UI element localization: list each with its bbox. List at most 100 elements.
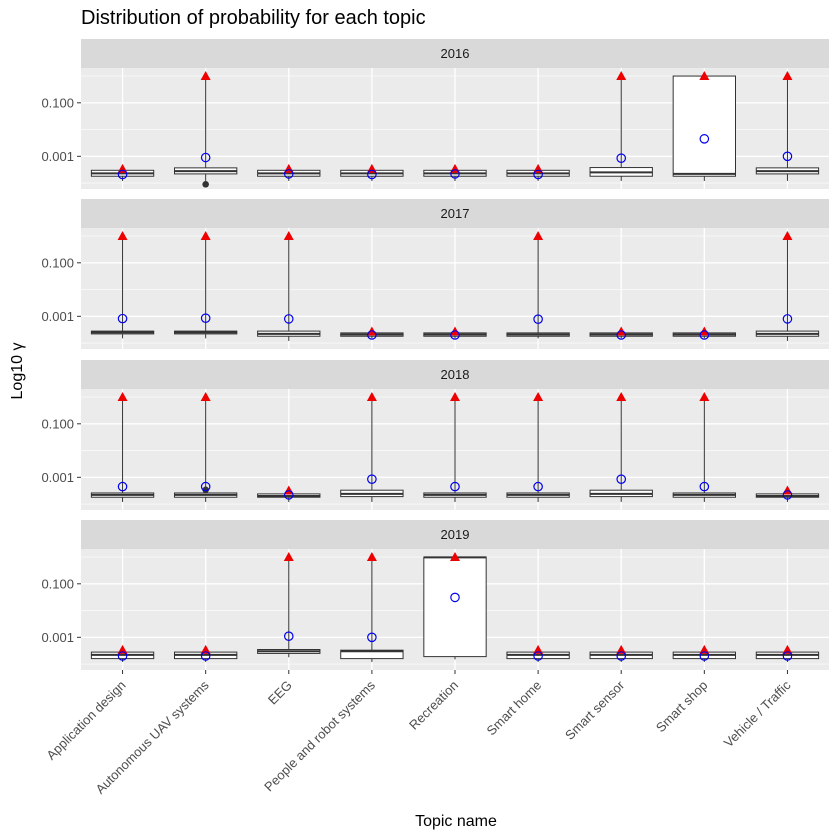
box-eeg: [257, 552, 321, 658]
mean-marker: [699, 481, 710, 492]
mean-marker: [367, 474, 377, 485]
mean-marker: [782, 314, 793, 324]
facet-2016: 2016 0.100 0.001: [41, 39, 829, 189]
mean-marker: [616, 651, 627, 661]
box-autonomous-uav-systems: [174, 392, 238, 502]
max-marker: [200, 231, 211, 241]
max-marker: [200, 392, 211, 402]
box-smart-home: [506, 392, 570, 502]
mean-marker: [533, 314, 543, 324]
outlier-point: [202, 486, 209, 494]
facet-strip: [81, 199, 829, 228]
max-marker: [200, 71, 211, 81]
max-marker: [699, 71, 710, 81]
y-tick-label: 0.100: [41, 255, 74, 270]
mean-marker: [616, 330, 627, 340]
facet-strip: [81, 39, 829, 68]
box-smart-home: [506, 231, 570, 339]
box-recreation: [423, 392, 487, 502]
y-tick-label: 0.100: [41, 95, 74, 110]
max-marker: [699, 392, 710, 402]
y-tick-label: 0.100: [41, 416, 74, 431]
max-marker: [283, 552, 294, 562]
box-smart-shop: [672, 326, 737, 340]
box-recreation: [423, 326, 487, 340]
facet-strip-label: 2017: [441, 206, 470, 221]
x-tick-label: Application design: [43, 678, 128, 763]
box-smart-sensor: [589, 326, 653, 340]
max-marker: [782, 644, 793, 654]
x-tick-label: Recreation: [406, 678, 461, 733]
mean-marker: [200, 313, 211, 324]
box-autonomous-uav-systems: [174, 644, 238, 662]
x-axis-title: Topic name: [415, 813, 497, 830]
max-marker: [117, 392, 128, 402]
mean-marker: [283, 314, 294, 324]
x-tick-label: Smart shop: [653, 678, 711, 736]
box-people-and-robot-systems: [340, 163, 404, 181]
mean-marker: [200, 481, 211, 492]
box-smart-shop: [672, 644, 737, 662]
x-tick-label: EEG: [265, 678, 295, 708]
mean-marker: [200, 152, 211, 163]
mean-marker: [782, 651, 793, 661]
max-marker: [117, 644, 128, 654]
y-tick-label: 0.100: [41, 576, 74, 591]
max-marker: [699, 644, 710, 654]
outlier-point: [202, 180, 209, 188]
mean-marker: [200, 651, 211, 661]
max-marker: [782, 485, 793, 495]
box-application-design: [90, 231, 155, 339]
mean-marker: [450, 481, 460, 492]
box-iqr: [423, 556, 487, 658]
max-marker: [283, 231, 294, 241]
mean-marker: [699, 330, 710, 340]
facet-strip-label: 2016: [441, 46, 470, 61]
mean-marker: [367, 169, 377, 180]
max-marker: [533, 231, 544, 241]
box-application-design: [90, 392, 155, 502]
box-smart-shop: [672, 71, 737, 181]
facet-panels: 2016 0.100 0.001 2017 0.100 0.001 2018 0.100 0.0…: [41, 39, 829, 670]
box-people-and-robot-systems: [340, 552, 404, 662]
box-application-design: [90, 163, 155, 181]
mean-marker: [533, 651, 543, 661]
mean-marker: [367, 632, 377, 643]
mean-marker: [450, 169, 460, 179]
mean-marker: [283, 169, 294, 179]
box-vehicle-traffic: [755, 71, 820, 181]
x-tick-label: Smart sensor: [562, 677, 628, 743]
facet-2018: 2018 0.100 0.001: [41, 360, 829, 510]
mean-marker: [782, 490, 793, 500]
max-marker: [366, 552, 377, 562]
box-eeg: [257, 231, 321, 341]
x-tick-label: Vehicle / Traffic: [721, 677, 794, 750]
mean-marker: [117, 169, 128, 180]
box-smart-home: [506, 644, 570, 662]
y-axis-title: Log10 γ: [9, 343, 26, 400]
mean-marker: [782, 151, 793, 162]
facet-strip: [81, 360, 829, 389]
max-marker: [533, 644, 544, 654]
max-marker: [117, 231, 128, 241]
mean-marker: [367, 330, 377, 340]
mean-marker: [117, 651, 128, 661]
facet-2017: 2017 0.100 0.001: [41, 199, 829, 349]
y-tick-label: 0.001: [41, 470, 74, 485]
facet-2019: 2019 0.100 0.001: [41, 520, 829, 670]
x-tick-label: Smart home: [484, 678, 545, 739]
max-marker: [616, 71, 627, 81]
box-smart-home: [506, 163, 570, 181]
box-people-and-robot-systems: [340, 326, 404, 340]
box-recreation: [423, 163, 487, 181]
max-marker: [450, 392, 460, 402]
mean-marker: [699, 134, 710, 144]
facet-strip-label: 2018: [441, 367, 470, 382]
box-autonomous-uav-systems: [174, 231, 238, 339]
y-tick-label: 0.001: [41, 630, 74, 645]
mean-marker: [117, 313, 128, 324]
max-marker: [533, 392, 544, 402]
box-iqr: [672, 75, 737, 177]
box-iqr: [340, 649, 404, 660]
